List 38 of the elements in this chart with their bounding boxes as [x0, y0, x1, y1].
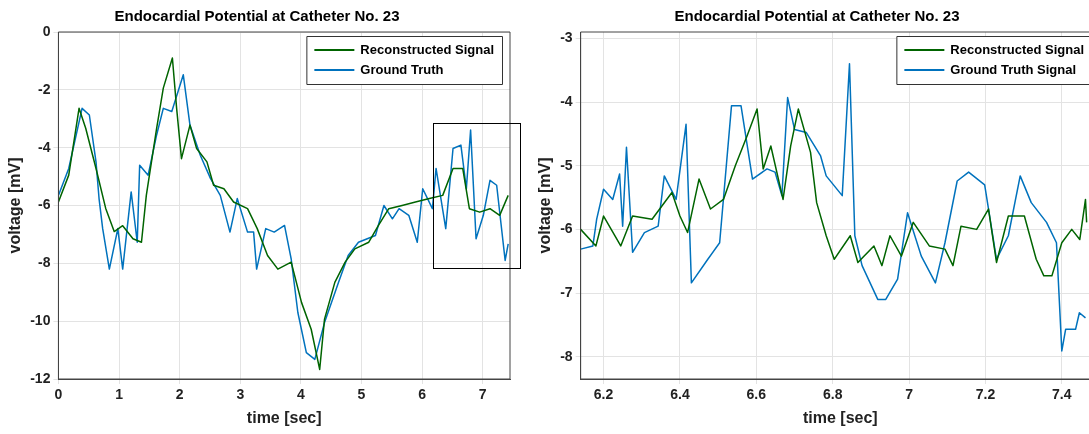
x-axis-title: time [sec] [246, 408, 322, 426]
x-tick-label: 5 [357, 386, 366, 403]
y-tick-label: -4 [37, 138, 51, 155]
y-tick-label: -12 [30, 369, 51, 386]
chart-title: Endocardial Potential at Catheter No. 23 [674, 7, 960, 25]
y-tick-label: -10 [30, 312, 51, 329]
y-tick-label: -6 [37, 196, 51, 213]
x-tick-label: 7.2 [975, 386, 996, 403]
legend-label: Ground Truth [360, 61, 444, 77]
x-tick-label: 6.2 [593, 386, 614, 403]
legend-label: Reconstructed Signal [360, 41, 494, 57]
legend-label: Reconstructed Signal [950, 41, 1084, 57]
y-tick-label: 0 [42, 22, 51, 39]
legend-label: Ground Truth Signal [950, 61, 1077, 77]
y-tick-label: -4 [560, 92, 573, 109]
y-tick-label: -8 [560, 347, 573, 364]
y-tick-label: -8 [37, 254, 51, 271]
y-tick-label: -5 [560, 156, 573, 173]
x-tick-label: 0 [54, 386, 63, 403]
x-tick-label: 1 [115, 386, 124, 403]
x-tick-label: 7 [478, 386, 487, 403]
chart-title: Endocardial Potential at Catheter No. 23 [114, 7, 400, 25]
y-tick-label: -7 [560, 283, 573, 300]
x-tick-label: 6 [418, 386, 427, 403]
y-axis-title: voltage [mV] [6, 157, 24, 254]
x-tick-label: 2 [175, 386, 184, 403]
y-tick-label: -6 [560, 220, 573, 237]
x-tick-label: 6.6 [746, 386, 767, 403]
x-tick-label: 3 [236, 386, 245, 403]
x-tick-label: 6.4 [670, 386, 690, 403]
x-tick-label: 6.8 [822, 386, 843, 403]
y-tick-label: -2 [37, 80, 51, 97]
y-axis-title: voltage [mV] [536, 157, 554, 254]
x-axis-title: time [sec] [802, 408, 878, 426]
x-tick-label: 7 [905, 386, 914, 403]
x-tick-label: 7.4 [1052, 386, 1072, 403]
y-tick-label: -3 [560, 29, 573, 46]
x-tick-label: 4 [296, 386, 305, 403]
